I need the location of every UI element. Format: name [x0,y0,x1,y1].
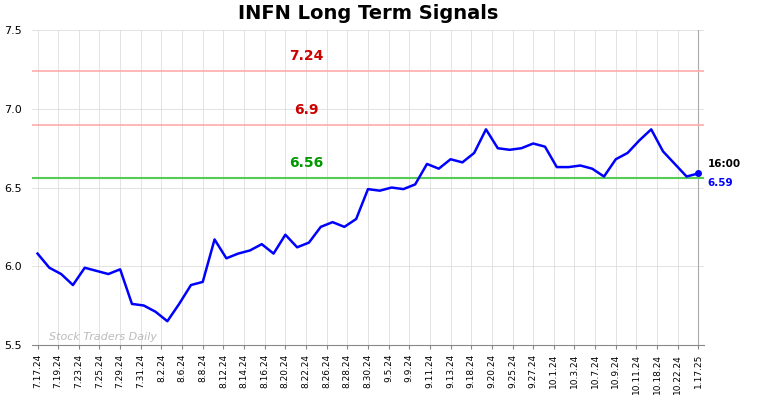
Text: 7.24: 7.24 [289,49,324,63]
Text: 6.56: 6.56 [289,156,324,170]
Text: Stock Traders Daily: Stock Traders Daily [49,332,158,341]
Text: 16:00: 16:00 [708,159,741,169]
Title: INFN Long Term Signals: INFN Long Term Signals [238,4,498,23]
Text: 6.59: 6.59 [708,178,734,188]
Text: 6.9: 6.9 [294,103,319,117]
